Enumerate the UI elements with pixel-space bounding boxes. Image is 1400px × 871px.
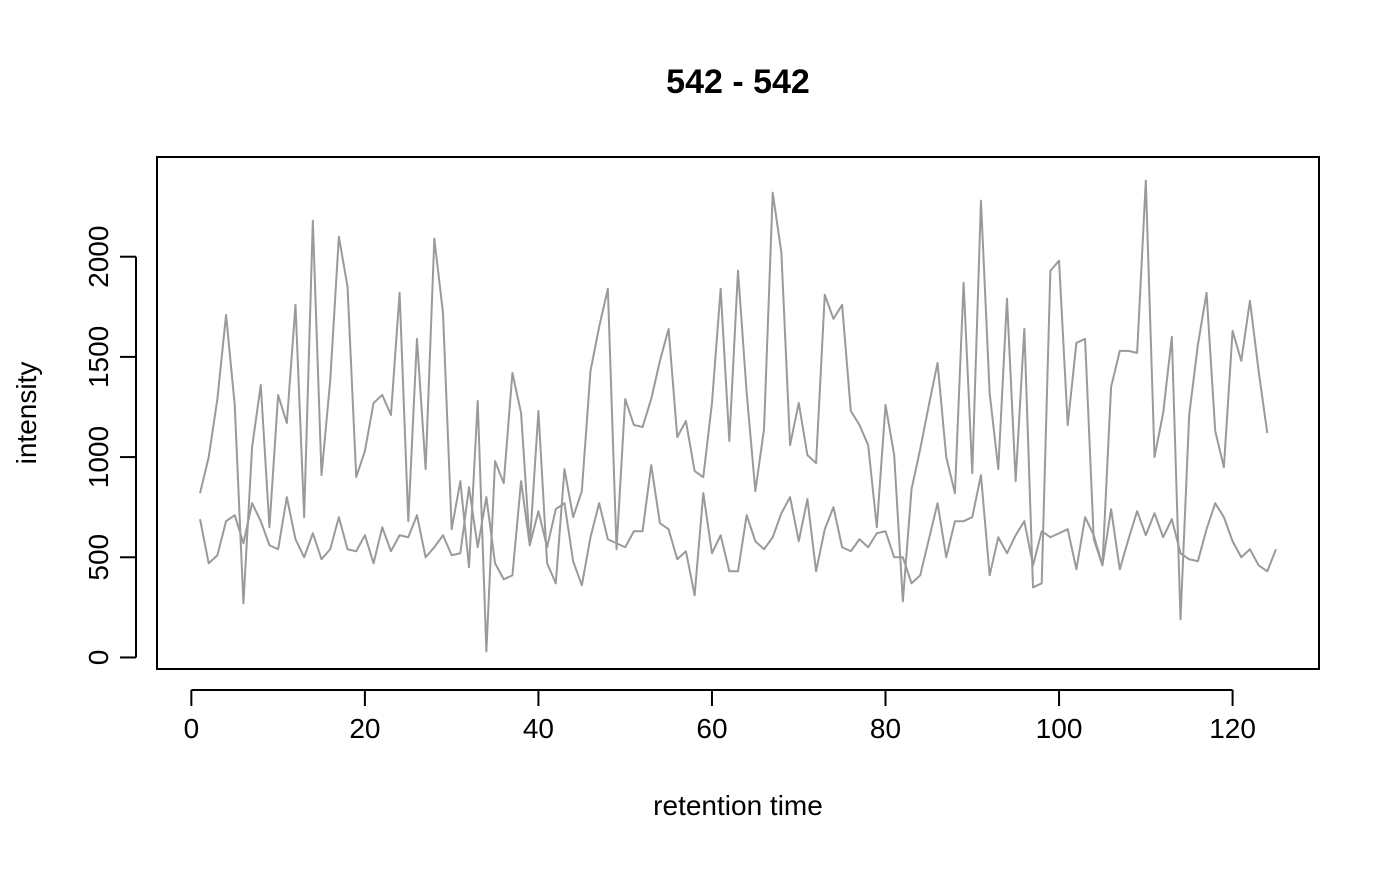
y-axis: 0 500 1000 1500 2000 <box>83 226 137 666</box>
y-axis-label: intensity <box>11 362 42 465</box>
x-tick-label: 100 <box>1036 713 1083 744</box>
y-tick-label: 1000 <box>83 426 114 488</box>
y-tick-label: 1500 <box>83 326 114 388</box>
series-line-1 <box>199 179 1269 653</box>
x-tick-label: 80 <box>870 713 901 744</box>
x-axis: 0 20 40 60 80 100 120 <box>184 689 1256 744</box>
chart-title: 542 - 542 <box>666 63 810 101</box>
x-tick-label: 60 <box>696 713 727 744</box>
series-layer <box>199 179 1277 653</box>
x-tick-label: 20 <box>349 713 380 744</box>
y-tick-label: 500 <box>83 534 114 581</box>
x-axis-label: retention time <box>653 790 823 821</box>
plot-frame <box>156 156 1320 670</box>
x-tick-label: 40 <box>523 713 554 744</box>
series-line-2 <box>199 464 1277 597</box>
y-tick-label: 2000 <box>83 226 114 288</box>
x-tick-label: 120 <box>1209 713 1256 744</box>
y-tick-label: 0 <box>83 650 114 666</box>
x-tick-label: 0 <box>184 713 200 744</box>
